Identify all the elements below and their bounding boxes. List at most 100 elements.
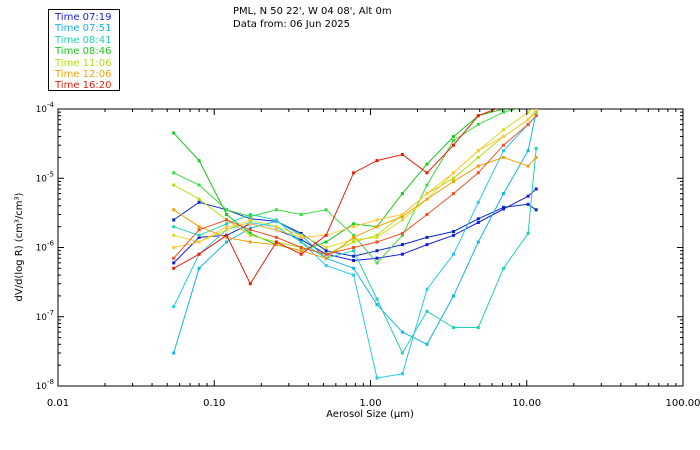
y-tick-label: 10-6 — [36, 240, 55, 254]
data-point — [197, 225, 201, 229]
data-point — [172, 351, 176, 355]
data-point — [248, 231, 252, 235]
y-tick-label: 10-7 — [36, 309, 54, 323]
data-point — [375, 376, 379, 380]
data-point — [172, 256, 176, 260]
data-point — [248, 233, 252, 237]
series-line — [173, 109, 508, 252]
data-point — [526, 149, 530, 153]
series-line — [173, 201, 537, 257]
data-point — [352, 171, 356, 175]
data-point — [534, 114, 538, 118]
data-point — [526, 110, 530, 114]
data-point — [526, 118, 530, 122]
data-point — [375, 225, 379, 229]
data-point — [452, 171, 455, 175]
data-point — [248, 282, 252, 286]
data-point — [502, 105, 505, 108]
data-point — [197, 266, 201, 270]
data-point — [476, 240, 480, 244]
data-point — [526, 231, 530, 235]
data-point — [526, 122, 530, 126]
data-point — [299, 238, 303, 242]
y-axis-label: dV/d(log R) (cm³/cm³) — [14, 192, 25, 301]
data-point — [400, 218, 404, 222]
data-point — [324, 233, 328, 237]
data-point — [172, 183, 176, 187]
data-point — [375, 159, 379, 163]
legend-item-0846: Time 08:46 — [55, 46, 112, 58]
y-tick-label: 10-5 — [36, 170, 54, 184]
data-point — [352, 235, 356, 239]
data-point — [502, 207, 505, 211]
data-point — [225, 235, 229, 239]
data-point — [502, 128, 505, 132]
x-tick-label: 100.00 — [666, 398, 700, 409]
data-point — [535, 102, 538, 105]
data-point — [352, 233, 356, 237]
data-point — [534, 208, 538, 212]
data-point — [534, 110, 538, 114]
data-point — [400, 252, 404, 256]
data-point — [535, 105, 538, 108]
data-point — [476, 122, 480, 126]
data-point — [197, 228, 201, 232]
data-point — [476, 217, 480, 221]
data-point — [299, 240, 303, 244]
data-point — [248, 228, 252, 232]
data-point — [476, 171, 480, 175]
data-point — [502, 135, 505, 139]
series-line — [173, 115, 537, 379]
data-point — [352, 225, 356, 229]
data-point — [476, 200, 480, 204]
data-point — [172, 171, 176, 175]
plot-frame — [57, 108, 684, 387]
data-point — [476, 114, 480, 118]
data-point — [197, 159, 201, 163]
series — [172, 102, 538, 286]
data-point — [375, 256, 379, 260]
axis-layer: 0.01 0.10 1.00 10.00 100.00 10-4 10-5 10-6 10-7 1… — [36, 101, 700, 409]
data-point — [274, 243, 278, 247]
data-point — [425, 197, 429, 201]
data-point — [534, 187, 538, 191]
data-point — [452, 326, 455, 329]
data-point — [502, 143, 505, 147]
data-point — [299, 213, 303, 216]
data-point — [172, 225, 176, 229]
data-point — [324, 256, 328, 260]
data-point — [452, 294, 455, 298]
series-line — [173, 188, 537, 264]
data-point — [352, 249, 356, 253]
legend-item-0719: Time 07:19 — [55, 12, 112, 23]
chart-header: PML, N 50 22', W 04 08', Alt 0m Data fro… — [233, 5, 392, 31]
data-point — [476, 149, 480, 153]
data-point — [172, 246, 176, 249]
legend-item-0841: Time 08:41 — [55, 34, 112, 46]
series-line — [173, 109, 498, 285]
data-point — [400, 215, 404, 218]
series-line — [173, 112, 537, 354]
data-point — [425, 183, 429, 187]
data-point — [452, 176, 455, 180]
data-point — [425, 235, 429, 239]
data-point — [527, 105, 530, 108]
data-point — [197, 197, 201, 201]
data-point — [248, 218, 252, 222]
data-point — [452, 139, 455, 143]
data-point — [375, 303, 379, 307]
series-line — [173, 156, 537, 259]
data-point — [274, 208, 278, 212]
data-point — [476, 221, 480, 224]
data-point — [535, 102, 538, 105]
data-point — [452, 252, 455, 256]
data-point — [452, 179, 455, 183]
data-point — [352, 266, 356, 270]
data-point — [197, 233, 201, 237]
data-point — [172, 305, 176, 309]
data-point — [502, 149, 505, 153]
data-point — [172, 233, 176, 237]
x-tick-label: 0.01 — [47, 398, 69, 409]
data-point — [248, 240, 252, 244]
